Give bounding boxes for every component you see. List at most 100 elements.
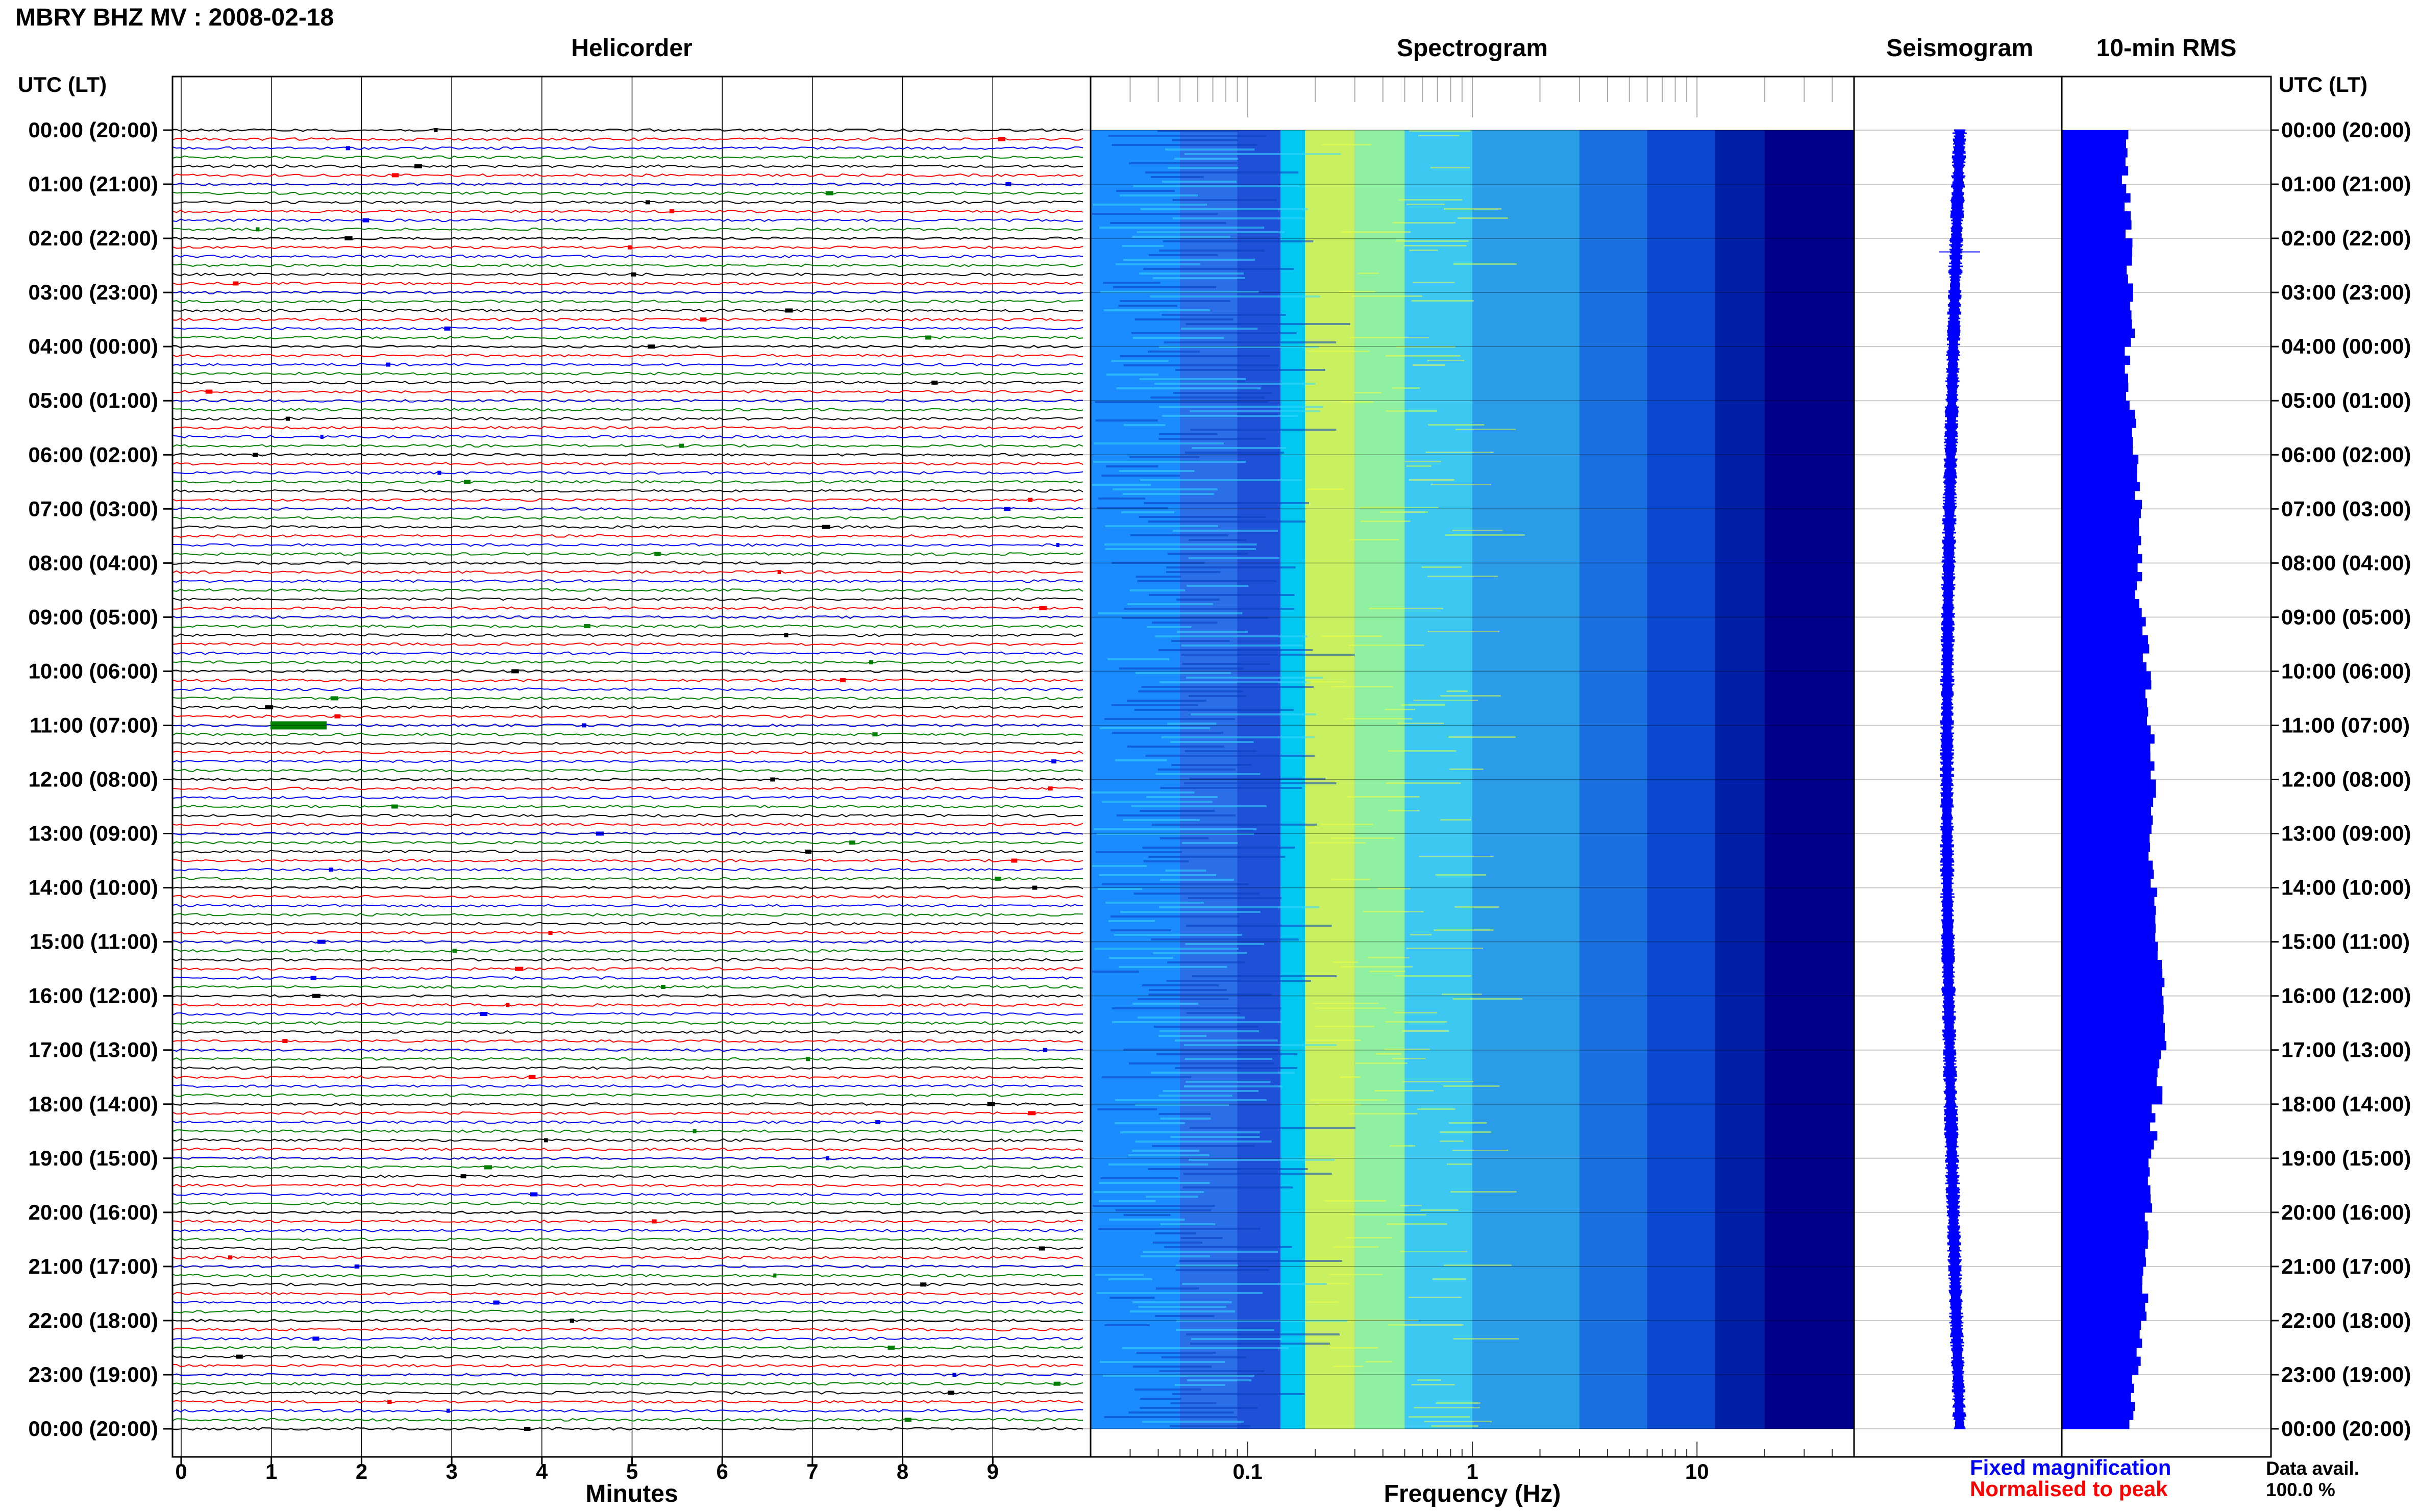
spectrogram-streak: [1167, 723, 1217, 725]
helicorder-event: [628, 245, 632, 250]
helicorder-event: [434, 128, 438, 132]
spectrogram-streak: [1128, 1062, 1274, 1064]
helicorder-trace: [172, 1418, 1083, 1422]
spectrogram-streak: [1155, 1315, 1215, 1317]
helicorder-event: [920, 1282, 927, 1287]
spectrogram-streak: [1149, 594, 1295, 596]
spectrogram-streak: [1176, 599, 1220, 601]
spectrogram-streak: [1111, 360, 1169, 362]
rms-bar: [2062, 878, 2151, 888]
spectrogram-streak: [1430, 484, 1491, 485]
rms-bar: [2062, 455, 2139, 464]
seismogram-title: Seismogram: [1886, 35, 2033, 62]
helicorder-event: [480, 1012, 488, 1017]
spectrogram-streak: [1159, 681, 1311, 683]
helicorder-event: [506, 1003, 510, 1007]
spectrogram-streak: [1097, 507, 1168, 509]
spectrogram-streak: [1401, 704, 1446, 706]
rms-bar: [2062, 274, 2128, 284]
helicorder-event: [645, 200, 650, 205]
spectrogram-streak: [1092, 484, 1151, 486]
spectrogram-streak: [1431, 1425, 1478, 1427]
helicorder-event: [987, 1102, 995, 1106]
spectrogram-streak: [1190, 410, 1320, 412]
helicorder-trace: [172, 1354, 1083, 1359]
spectrogram-streak: [1107, 658, 1170, 660]
spectrogram-streak: [1182, 842, 1238, 844]
spectrogram-streak: [1181, 645, 1303, 647]
helicorder-event: [1051, 759, 1056, 764]
spectrogram-streak: [1113, 286, 1217, 288]
spectrogram-streak: [1120, 194, 1198, 196]
helicorder-trace: [172, 182, 1083, 186]
spectrogram-streak: [1105, 548, 1256, 550]
helicorder-event: [391, 173, 399, 178]
spectrogram-streak: [1112, 144, 1257, 146]
rms-bar: [2062, 1068, 2158, 1078]
rms-bar: [2062, 238, 2133, 248]
rms-bar: [2062, 482, 2140, 491]
spectrogram-streak: [1098, 888, 1143, 890]
time-label-left: 10:00 (06:00): [29, 659, 158, 683]
rms-bar: [2062, 1410, 2134, 1420]
spectrogram-streak: [1126, 700, 1206, 702]
time-label-left: 02:00 (22:00): [29, 226, 158, 250]
spectrogram-streak: [1104, 1324, 1150, 1326]
spectrogram-streak: [1176, 1320, 1348, 1322]
spectrogram-streak: [1386, 410, 1438, 412]
helicorder-trace: [172, 453, 1083, 457]
spectrogram-streak: [1167, 961, 1245, 963]
helicorder-event: [669, 209, 674, 214]
spectrogram-streak: [1349, 539, 1399, 540]
spectrogram-streak: [1118, 966, 1227, 968]
rms-bar: [2062, 490, 2135, 501]
helicorder-event-large: [270, 721, 327, 730]
spectrogram-streak: [1183, 1085, 1283, 1087]
spectrogram-streak: [1158, 1113, 1211, 1115]
helicorder-event: [444, 326, 451, 331]
rms-bar: [2062, 391, 2126, 401]
spectrogram-streak: [1186, 677, 1323, 679]
spectrogram-streak: [1184, 153, 1341, 155]
time-label-right: 09:00 (05:00): [2281, 605, 2411, 629]
time-label-right: 19:00 (15:00): [2281, 1146, 2411, 1170]
spectrogram-streak: [1160, 1223, 1216, 1225]
spectrogram-streak: [1166, 571, 1220, 573]
rms-bar: [2062, 725, 2151, 735]
spectrogram-streak: [1154, 383, 1316, 385]
spectrogram-streak: [1368, 957, 1410, 958]
helicorder-event: [875, 1120, 880, 1125]
spectrogram-streak: [1098, 1228, 1261, 1230]
spectrogram-streak: [1175, 1067, 1297, 1069]
spectrogram-streak: [1155, 1287, 1199, 1290]
spectrogram-streak: [1418, 135, 1460, 136]
helicorder-trace: [172, 796, 1083, 800]
spectrogram-streak: [1409, 479, 1455, 481]
spectrogram-streak: [1164, 341, 1337, 343]
helicorder-grid: [181, 77, 994, 1457]
helicorder-trace: [172, 191, 1083, 195]
rms-bar: [2062, 671, 2151, 681]
spectrogram-streak: [1093, 461, 1246, 463]
helicorder-trace: [172, 1084, 1083, 1088]
spectrogram-streak: [1349, 1214, 1426, 1216]
spectrogram-streak: [1138, 998, 1229, 1000]
spectrogram-streak: [1167, 167, 1239, 169]
spectrogram-streak: [1159, 250, 1265, 252]
helicorder-event: [952, 1372, 956, 1377]
rms-bar: [2062, 166, 2129, 176]
rms-bar: [2062, 563, 2138, 573]
spectrogram-streak: [1127, 746, 1224, 748]
spectrogram-streak: [1123, 259, 1255, 261]
rms-panel: [2062, 130, 2271, 1429]
helicorder-trace: [172, 1003, 1083, 1007]
spectrogram-streak: [1172, 1393, 1305, 1395]
spectrogram-streak: [1333, 961, 1359, 963]
spectrogram-streak: [1379, 511, 1428, 513]
helicorder-trace: [172, 408, 1083, 412]
time-label-right: 16:00 (12:00): [2281, 984, 2411, 1008]
spectrogram-streak: [1131, 332, 1297, 334]
helicorder-trace: [172, 678, 1083, 682]
time-label-right: 12:00 (08:00): [2281, 767, 2411, 791]
